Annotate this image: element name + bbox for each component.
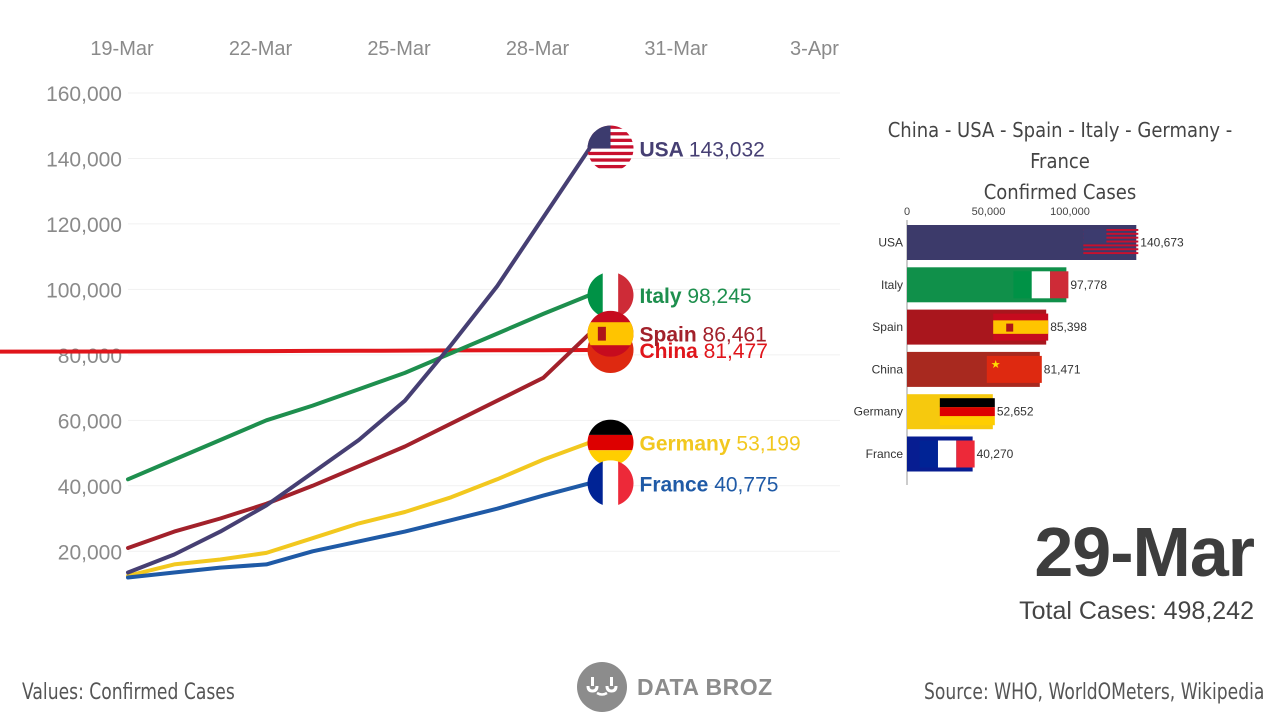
spain-flag-icon: [993, 313, 1049, 341]
bar-category-label: Italy: [881, 278, 903, 292]
bar-chart-title: China - USA - Spain - Italy - Germany - …: [860, 115, 1260, 208]
y-tick-label: 100,000: [46, 279, 122, 302]
series-line-france: [126, 481, 592, 580]
bar-category-label: Germany: [854, 405, 903, 419]
y-tick-label: 20,000: [58, 541, 122, 564]
series-end-label-china: China 81,477: [640, 340, 768, 363]
series-line-spain: [126, 331, 592, 550]
bar-category-label: China: [872, 362, 904, 376]
series-line-usa: [126, 146, 592, 575]
bar-value-label: 85,398: [1050, 320, 1087, 334]
y-tick-label: 120,000: [46, 214, 122, 237]
bar-chart-title-line1: China - USA - Spain - Italy - Germany - …: [887, 118, 1233, 173]
bar-category-label: USA: [878, 236, 903, 250]
series-lines: [0, 146, 592, 580]
y-tick-label: 140,000: [46, 148, 122, 171]
series-value: 98,245: [687, 285, 751, 308]
y-tick-label: 40,000: [58, 476, 122, 499]
series-name: France: [640, 473, 715, 496]
series-value: 143,032: [689, 139, 765, 162]
spain-flag-icon: [587, 310, 634, 357]
bar-row-spain: Spain 85,398: [872, 309, 1087, 345]
x-tick-label: 3-Apr: [790, 38, 839, 60]
bar-value-label: 52,652: [997, 405, 1034, 419]
y-axis-ticks: 20,000 40,000 60,000 80,000 100,000 120,000 14…: [46, 83, 122, 564]
source-note: Source: WHO, WorldOMeters, Wikipedia: [923, 680, 1264, 705]
bar-axis-ticks: 0 50,000 100,000: [904, 206, 1090, 218]
series-name: Italy: [640, 285, 688, 308]
x-tick-label: 19-Mar: [90, 38, 154, 60]
x-tick-label: 31-Mar: [644, 38, 708, 60]
bar-row-china: China ★ 81,471: [872, 351, 1081, 387]
bar-axis-tick-label: 0: [904, 206, 910, 218]
total-cases-label: Total Cases: 498,242: [1019, 597, 1254, 625]
bar-category-label: France: [866, 447, 904, 461]
series-name: China: [640, 340, 704, 363]
series-end-label-france: France 40,775: [640, 473, 779, 496]
bar-row-germany: Germany 52,652: [854, 394, 1034, 430]
bar-chart: 0 50,000 100,000 USA 140,673 Italy 97,778 Spai…: [854, 206, 1184, 485]
x-axis-ticks: 19-Mar22-Mar25-Mar28-Mar31-Mar3-Apr6-Apr…: [90, 38, 839, 60]
brand-logo-icon: [577, 662, 627, 712]
series-value: 53,199: [736, 433, 800, 456]
series-name: USA: [640, 139, 689, 162]
x-tick-label: 28-Mar: [506, 38, 570, 60]
bar-chart-title-line2: Confirmed Cases: [983, 180, 1137, 204]
bar-value-label: 140,673: [1140, 236, 1184, 250]
brand-name: DATA BROZ: [637, 673, 773, 700]
china-flag-icon: ★: [986, 355, 1042, 383]
series-value: 86,461: [703, 324, 767, 347]
bar-axis-tick-label: 100,000: [1050, 206, 1090, 218]
germany-flag-icon: [939, 398, 995, 426]
series-line-italy: [126, 293, 592, 482]
series-line-china: [0, 348, 592, 354]
series-end-label-spain: Spain 86,461: [640, 324, 767, 347]
usa-flag-icon: [587, 125, 634, 169]
germany-flag-icon: [587, 419, 634, 466]
italy-flag-icon: [1013, 271, 1069, 299]
series-name: Germany: [640, 433, 737, 456]
italy-flag-icon: [587, 272, 634, 319]
bar-row-usa: USA 140,673: [878, 225, 1184, 260]
series-name: Spain: [640, 324, 703, 347]
x-tick-label: 25-Mar: [367, 38, 431, 60]
y-tick-label: 160,000: [46, 83, 122, 106]
series-end-labels: China 81,477 USA 143,032 Italy 98,245 Spain…: [587, 125, 801, 507]
series-end-label-italy: Italy 98,245: [640, 285, 752, 308]
svg-text:★: ★: [991, 359, 1001, 371]
y-tick-label: 80,000: [58, 345, 122, 368]
brand: DATA BROZ: [577, 662, 773, 712]
series-line-germany: [126, 440, 592, 578]
bar-row-italy: Italy 97,778: [881, 267, 1107, 303]
line-chart: 19-Mar22-Mar25-Mar28-Mar31-Mar3-Apr6-Apr…: [0, 38, 840, 580]
bar-category-label: Spain: [872, 320, 903, 334]
series-end-label-germany: Germany 53,199: [640, 433, 801, 456]
y-tick-label: 60,000: [58, 410, 122, 433]
france-flag-icon: [919, 440, 975, 468]
series-value: 81,477: [704, 340, 768, 363]
france-flag-icon: [587, 460, 634, 507]
bar-value-label: 81,471: [1044, 362, 1081, 376]
bar-value-label: 97,778: [1070, 278, 1107, 292]
bar-value-label: 40,270: [977, 447, 1014, 461]
series-value: 40,775: [714, 473, 778, 496]
bars: USA 140,673 Italy 97,778 Spain 85,398 China ★ 81…: [854, 225, 1184, 472]
current-date-label: 29-Mar: [1034, 513, 1255, 591]
x-tick-label: 22-Mar: [229, 38, 293, 60]
bar-axis-tick-label: 50,000: [972, 206, 1006, 218]
usa-flag-icon: [1083, 229, 1139, 255]
values-note: Values: Confirmed Cases: [22, 680, 235, 705]
y-gridlines: [128, 92, 840, 552]
series-end-label-usa: USA 143,032: [640, 139, 765, 162]
bar-row-france: France 40,270: [866, 436, 1014, 472]
